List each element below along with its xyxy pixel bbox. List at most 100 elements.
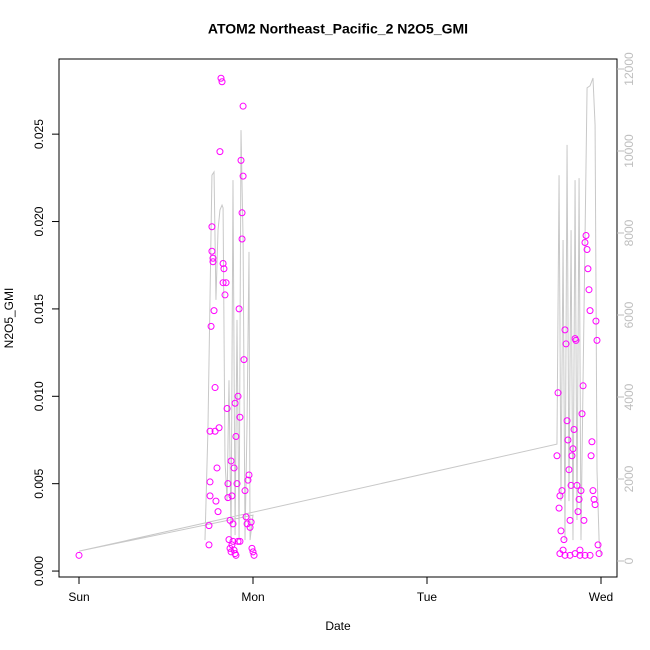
data-point [561,551,569,559]
data-point [214,508,222,516]
data-point [569,445,577,453]
data-point [227,457,235,465]
y-tick-label: 0.010 [32,381,46,411]
y-tick-label: 0.000 [32,556,46,586]
data-point [245,471,253,479]
data-point [555,504,563,512]
data-point [234,392,242,400]
data-point [576,551,584,559]
data-point [232,551,240,559]
data-point [565,466,573,474]
data-point [207,322,215,330]
y2-tick-label: 12000 [622,52,636,86]
y2-tick-label: 6000 [622,301,636,328]
data-point [211,384,219,392]
data-point [554,389,562,397]
x-tick-label: Wed [589,590,613,604]
data-point [250,551,258,559]
data-point [223,405,231,413]
data-point [591,501,599,509]
data-point [75,551,83,559]
data-point [206,427,214,435]
y2-tick-label: 10000 [622,134,636,168]
data-point [562,340,570,348]
data-point [570,425,578,433]
data-point [589,487,597,495]
data-point [582,232,590,240]
data-point [585,286,593,294]
data-point [229,537,237,545]
data-point [221,291,229,299]
data-point [249,548,257,556]
data-point [566,516,574,524]
data-point [586,307,594,315]
y-tick-label: 0.025 [32,119,46,149]
data-point [218,78,226,86]
data-point [577,487,585,495]
data-point [224,480,232,488]
data-point [222,279,230,287]
data-point [219,259,227,267]
data-point [586,551,594,559]
data-point [213,464,221,472]
data-point [206,478,214,486]
data-point [220,265,228,273]
data-point [581,551,589,559]
data-point [231,399,239,407]
y2-tick-label: 8000 [622,219,636,246]
data-line [78,77,602,555]
data-point [561,326,569,334]
chart-title: ATOM2 Northeast_Pacific_2 N2O5_GMI [208,21,468,37]
data-point [235,305,243,313]
data-point [238,235,246,243]
data-point [571,550,579,558]
data-point [205,541,213,549]
data-point [224,494,232,502]
data-point [206,492,214,500]
data-point [247,518,255,526]
data-point [564,436,572,444]
data-point [573,481,581,489]
data-point [572,336,580,344]
data-point [217,74,225,82]
data-point [209,254,217,262]
data-point [205,522,213,530]
data-point [553,452,561,460]
data-point [233,480,241,488]
data-point [590,495,598,503]
data-point [560,536,568,544]
data-point [595,550,603,558]
data-point [558,487,566,495]
data-point [237,156,245,164]
data-point [226,544,234,552]
data-point [232,432,240,440]
y-tick-label: 0.020 [32,206,46,236]
data-point [238,209,246,217]
data-point [248,544,256,552]
data-point [584,265,592,273]
x-tick-label: Sun [68,590,89,604]
plot-frame [58,58,618,578]
data-point [239,172,247,180]
data-point [242,513,250,521]
data-point [209,258,217,266]
y-tick-label: 0.005 [32,468,46,498]
x-tick-label: Mon [241,590,264,604]
y2-tick-label: 0 [622,557,636,564]
data-point [574,508,582,516]
data-point [583,245,591,253]
data-point [244,476,252,484]
data-point [241,487,249,495]
data-point [568,452,576,460]
x-tick-label: Tue [417,590,438,604]
data-point [211,427,219,435]
data-point [557,527,565,535]
data-point [578,410,586,418]
data-point [229,520,237,528]
data-point [240,356,248,364]
data-point [234,537,242,545]
data-point [225,536,233,544]
